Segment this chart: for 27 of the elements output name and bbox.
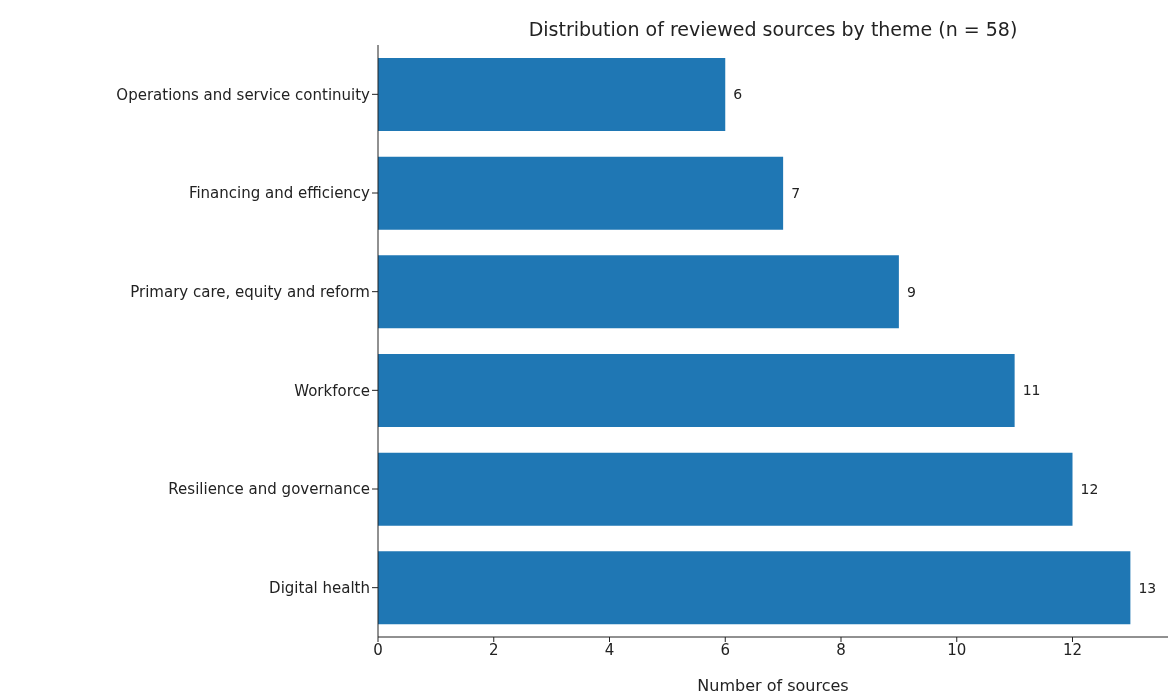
y-tick-label: Primary care, equity and reform — [130, 282, 370, 301]
chart-title: Distribution of reviewed sources by theme (n = 58) — [527, 18, 1019, 40]
data-label: 12 — [1080, 481, 1099, 498]
bar — [378, 255, 899, 329]
x-tick-label: 0 — [373, 640, 383, 659]
data-label: 6 — [733, 86, 743, 103]
y-tick-label: Operations and service continuity — [116, 85, 371, 104]
x-tick-label: 2 — [488, 640, 499, 659]
x-tick-label: 10 — [947, 640, 967, 659]
bar — [378, 452, 1073, 526]
bar — [378, 354, 1015, 427]
x-tick-label: 4 — [604, 640, 615, 659]
data-label: 13 — [1138, 579, 1157, 596]
x-tick-label: 12 — [1062, 640, 1083, 659]
bar — [378, 551, 1131, 625]
y-tick-label: Resilience and governance — [168, 480, 370, 499]
data-label: 11 — [1022, 382, 1041, 399]
x-axis-title: Number of sources — [697, 676, 849, 693]
data-label: 7 — [791, 185, 801, 202]
y-tick-label: Digital health — [269, 578, 370, 597]
data-label: 9 — [906, 283, 916, 300]
x-tick-label: 6 — [720, 640, 731, 659]
bar — [378, 58, 726, 131]
y-tick-label: Workforce — [294, 381, 370, 400]
bar — [378, 156, 784, 230]
y-tick-label: Financing and efficiency — [188, 184, 371, 203]
x-tick-label: 8 — [836, 640, 846, 659]
